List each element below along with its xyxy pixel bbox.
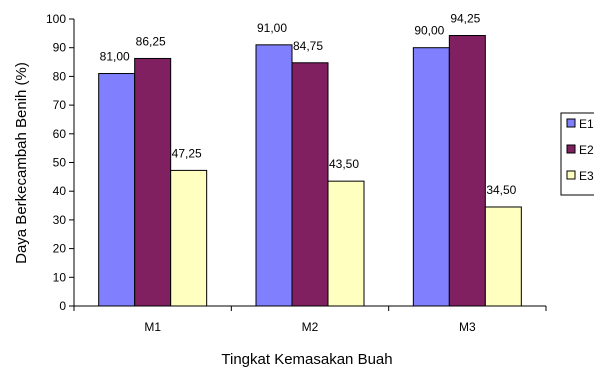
y-axis-title: Daya Berkecambah Benih (%) [13, 62, 30, 264]
y-tick-label: 50 [53, 156, 67, 170]
x-tick-label: M2 [302, 320, 319, 334]
y-tick-label: 20 [53, 242, 67, 256]
y-tick-label: 80 [53, 69, 67, 83]
legend-swatch [566, 170, 576, 180]
y-tick-label: 40 [53, 184, 67, 198]
bar-e3-m1 [170, 169, 208, 307]
legend-label: E1 [579, 117, 594, 131]
y-tick-label: 70 [53, 98, 67, 112]
bar-e1-m1 [98, 73, 136, 307]
bars [98, 35, 522, 307]
bar-e2-m2 [291, 62, 329, 307]
x-tick-label: M1 [144, 320, 161, 334]
y-tick-label: 0 [59, 299, 66, 313]
bar-e1-m3 [412, 47, 450, 307]
x-axis-title: Tingkat Kemasakan Buah [221, 351, 392, 368]
legend-swatch [566, 118, 576, 128]
legend-label: E3 [579, 169, 594, 183]
data-label: 47,25 [172, 146, 202, 160]
y-tick-label: 100 [46, 12, 66, 26]
bar-e2-m3 [448, 35, 486, 307]
legend-swatch [566, 144, 576, 154]
bar-e2-m1 [134, 57, 172, 307]
data-label: 86,25 [136, 34, 166, 48]
y-tick-label: 10 [53, 270, 67, 284]
y-axis: 0 10 20 30 40 50 60 70 80 90 100 [46, 12, 75, 313]
data-label: 94,25 [450, 12, 480, 26]
bar-e1-m2 [255, 44, 293, 307]
data-label: 90,00 [414, 24, 444, 38]
legend: E1 E2 E3 [560, 112, 594, 196]
data-labels: 81,00 86,25 47,25 91,00 84,75 43,50 90,00 94,25… [100, 12, 517, 197]
x-tick-label: M3 [459, 320, 476, 334]
x-axis: M1 M2 M3 [73, 305, 547, 334]
data-label: 43,50 [329, 157, 359, 171]
y-tick-label: 90 [53, 41, 67, 55]
y-tick-label: 60 [53, 127, 67, 141]
bar-e3-m3 [484, 206, 522, 307]
data-label: 84,75 [293, 39, 323, 53]
y-tick-label: 30 [53, 213, 67, 227]
data-label: 34,50 [486, 183, 516, 197]
data-label: 91,00 [257, 21, 287, 35]
bar-e3-m2 [327, 180, 365, 307]
data-label: 81,00 [100, 50, 130, 64]
legend-label: E2 [579, 143, 594, 157]
